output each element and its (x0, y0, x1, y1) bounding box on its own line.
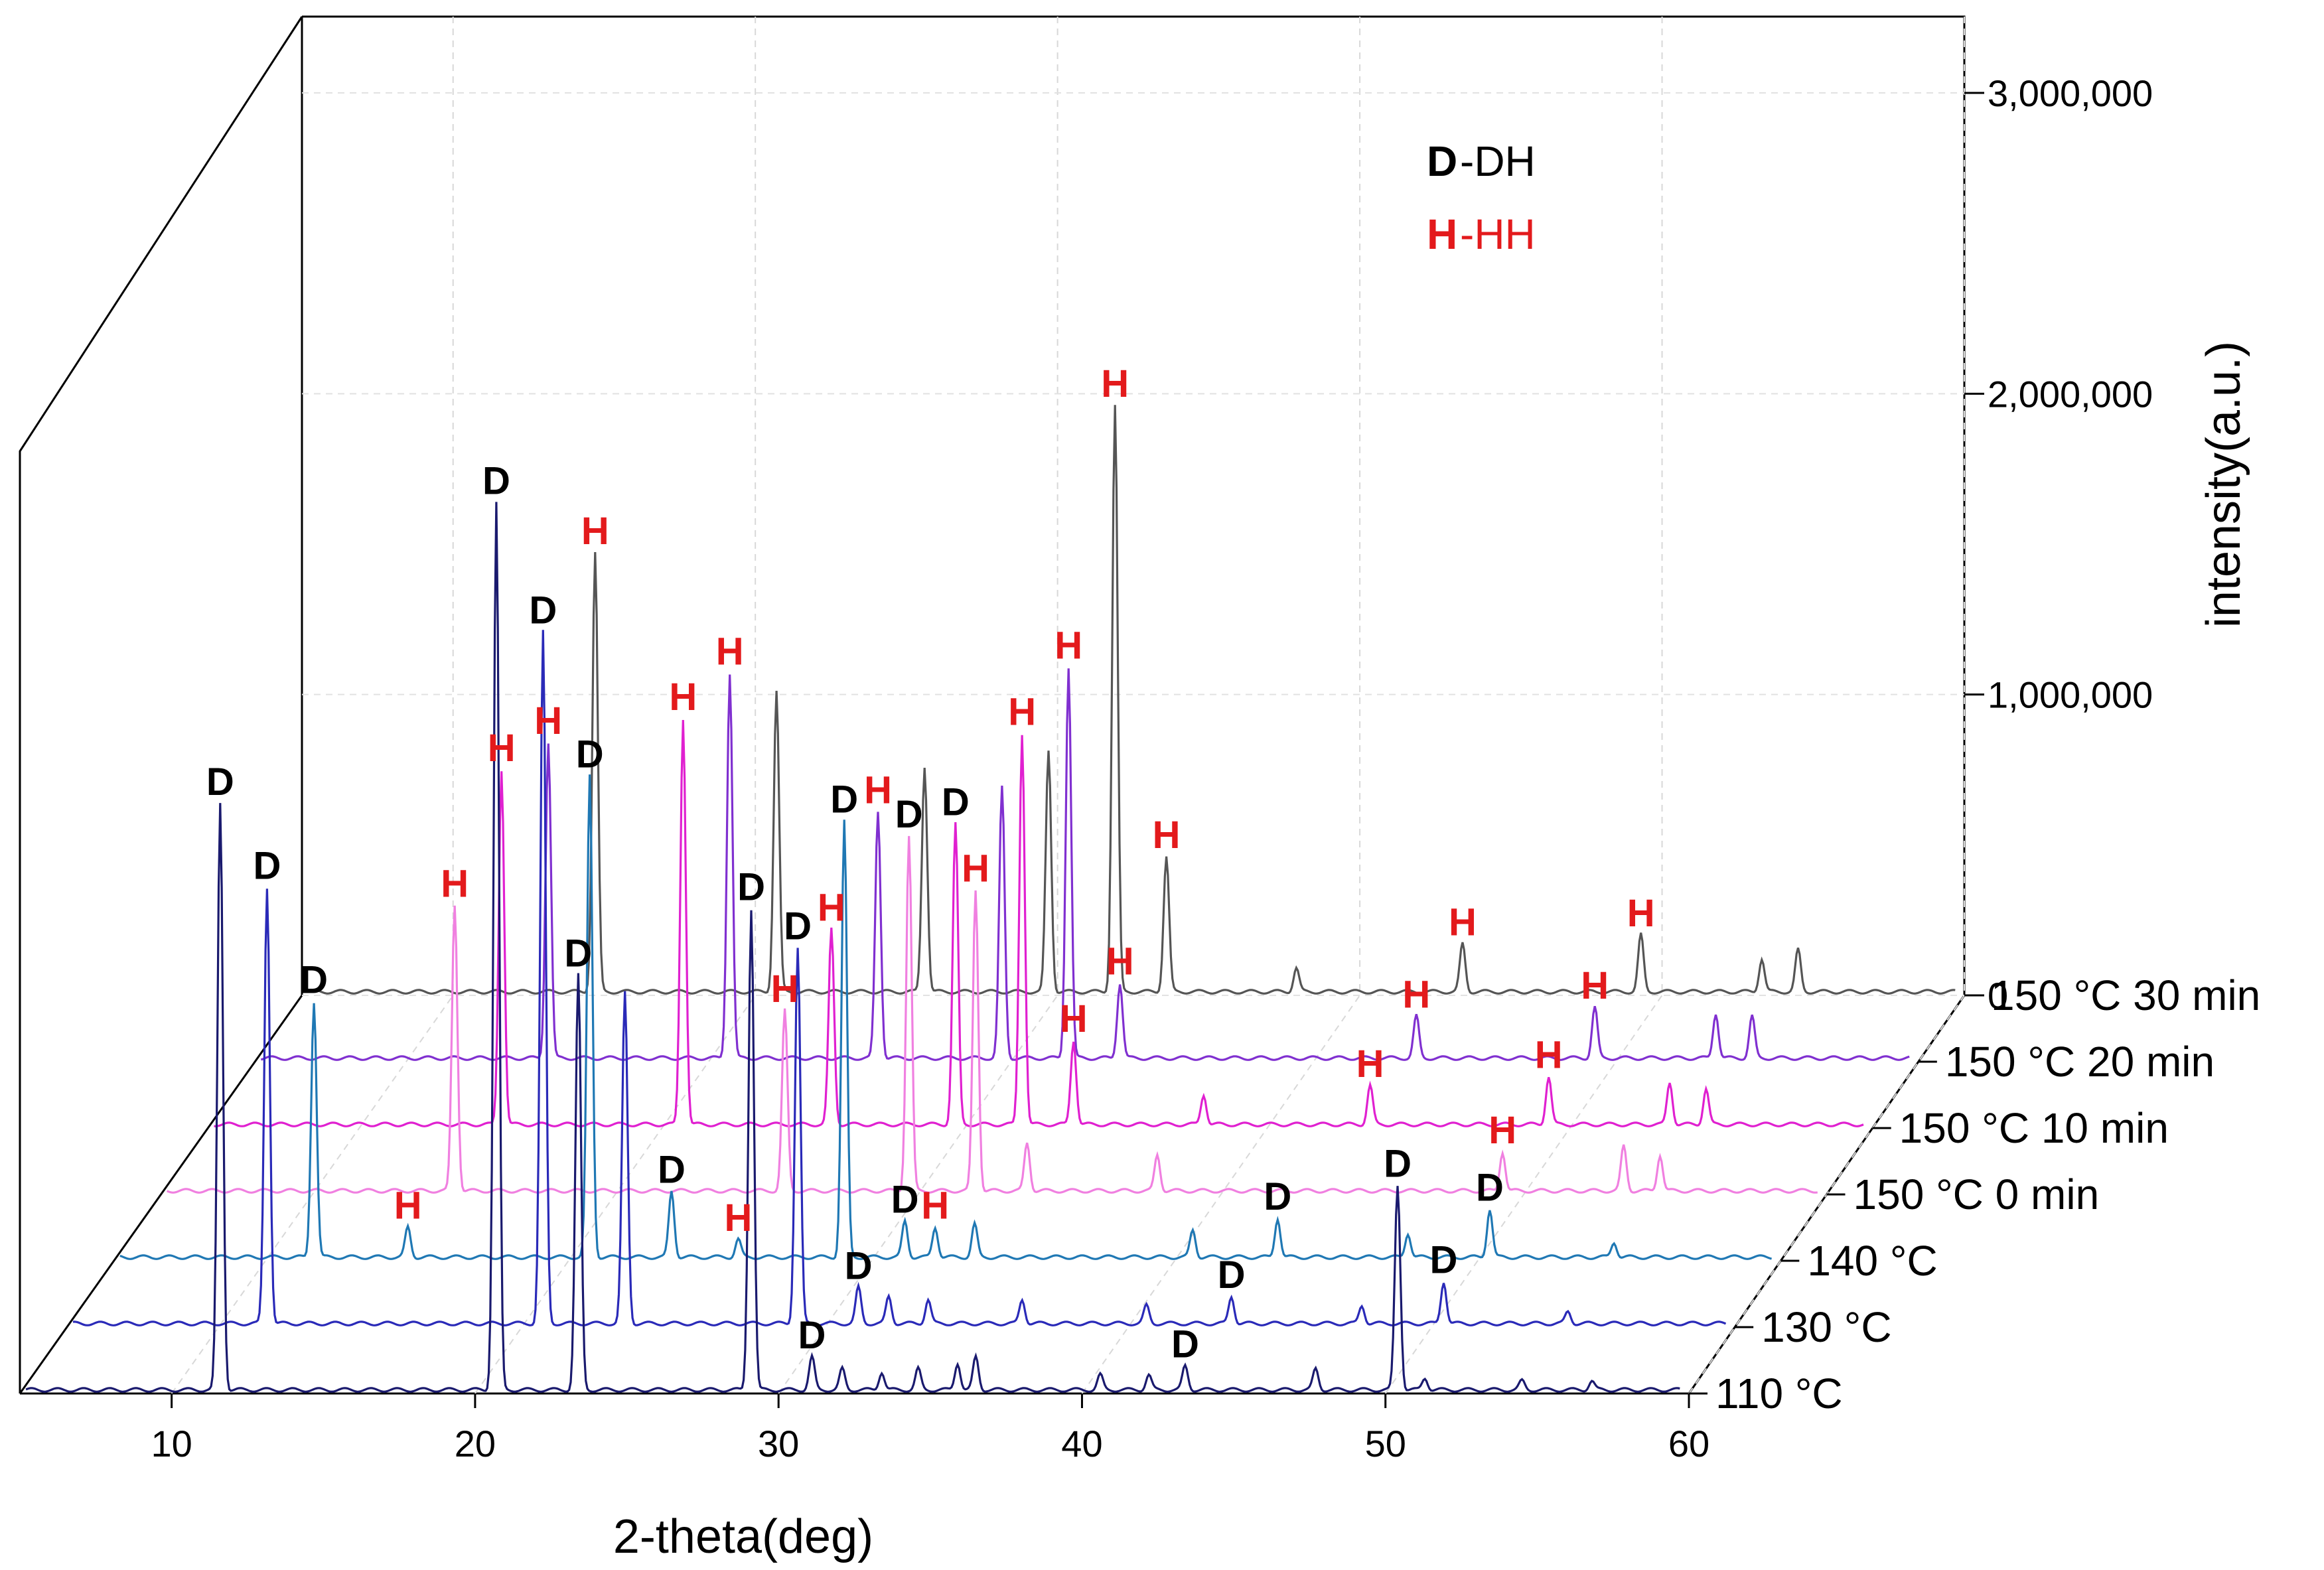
peak-label-h: H (1153, 814, 1181, 857)
peak-label-h: H (962, 847, 989, 891)
peak-label-h: H (394, 1184, 422, 1228)
peak-label-h: H (1008, 691, 1036, 734)
peak-label-d: D (891, 1178, 919, 1222)
x-tick-label: 20 (455, 1423, 496, 1464)
peak-label-d: D (845, 1245, 873, 1288)
peak-label-d: D (1171, 1323, 1199, 1366)
series-label: 110 °C (1715, 1370, 1843, 1417)
peak-label-h: H (1581, 964, 1609, 1007)
peak-label-d: D (1218, 1253, 1246, 1297)
series-line (72, 630, 1727, 1326)
axes-group: 10 20 30 40 50 60 0 1,000,000 2,000,000 3,000,000… (151, 72, 2260, 1464)
floor-grid-line-x (1081, 995, 1360, 1394)
peak-label-h: H (534, 699, 562, 743)
peak-label-d: D (564, 932, 592, 975)
series-line (167, 835, 1818, 1194)
peak-label-d: D (830, 778, 858, 821)
peak-label-h: H (1106, 940, 1134, 983)
floor-grid-line-x (1384, 995, 1663, 1394)
peak-label-d: D (253, 845, 281, 888)
peak-label-d: D (206, 760, 234, 804)
series-line (119, 774, 1773, 1260)
legend: D -DH H -HH (1427, 137, 1536, 258)
series-label: 130 °C (1761, 1303, 1891, 1351)
peak-label-h: H (864, 768, 892, 812)
x-tick-label: 40 (1061, 1423, 1102, 1464)
floor-grid-line-x (171, 995, 454, 1394)
floor-grid-line-x (474, 995, 756, 1394)
peak-label-d: D (942, 781, 970, 824)
peak-label-h: H (669, 676, 697, 719)
peak-label-d: D (1476, 1166, 1504, 1209)
z-tick-label: 3,000,000 (1988, 72, 2153, 114)
series-label: 150 °C 20 min (1945, 1038, 2215, 1086)
legend-symbol-d: D (1427, 137, 1457, 185)
peak-label-d: D (1430, 1239, 1458, 1282)
peak-label-h: H (581, 510, 609, 553)
floor-grid-line-x (778, 995, 1058, 1394)
peak-label-d: D (576, 733, 604, 776)
peak-label-h: H (441, 862, 469, 905)
peak-label-h: H (724, 1196, 752, 1240)
z-axis-title: intensity(a.u.) (2197, 341, 2250, 628)
x-tick-label: 60 (1668, 1423, 1709, 1464)
peak-label-d: D (1384, 1143, 1412, 1186)
x-axis-title: 2-theta(deg) (613, 1510, 873, 1563)
peak-label-d: D (529, 589, 557, 632)
peak-label-h: H (1627, 892, 1655, 935)
peak-label-h: H (921, 1184, 949, 1228)
x-tick-label: 10 (151, 1423, 192, 1464)
peak-label-h: H (488, 727, 516, 770)
peak-label-h: H (1449, 900, 1477, 944)
peak-label-h: H (818, 886, 845, 929)
floor-left-edge (19, 995, 303, 1394)
peak-label-d: D (482, 460, 510, 503)
series-label: 140 °C (1807, 1237, 1937, 1285)
legend-text-h: -HH (1460, 210, 1536, 258)
peak-label-d: D (895, 793, 923, 836)
z-tick-label: 1,000,000 (1988, 674, 2153, 716)
peak-label-h: H (1489, 1109, 1516, 1152)
legend-text-d: -DH (1460, 137, 1536, 185)
legend-symbol-h: H (1427, 210, 1457, 258)
peak-label-d: D (658, 1148, 686, 1191)
peak-label-h: H (1402, 973, 1430, 1017)
peak-label-h: H (1356, 1042, 1384, 1086)
peak-label-h: H (1535, 1033, 1563, 1076)
peak-label-d: D (784, 904, 812, 948)
z-tick-label: 2,000,000 (1988, 373, 2153, 415)
series-line (25, 502, 1680, 1393)
peak-label-d: D (798, 1314, 826, 1357)
peak-label-h: H (1060, 997, 1088, 1040)
series-label: 150 °C 30 min (1991, 971, 2260, 1019)
z-tick-label: 0 (1988, 975, 2008, 1017)
peak-label-h: H (771, 967, 799, 1011)
peak-label-d: D (737, 866, 765, 909)
peak-label-d: D (300, 959, 328, 1002)
series-group (25, 405, 1956, 1393)
series-line (260, 668, 1910, 1061)
series-line (214, 720, 1864, 1127)
left-wall-outline (19, 16, 303, 1393)
peak-label-d: D (1264, 1175, 1291, 1218)
x-tick-label: 50 (1365, 1423, 1406, 1464)
series-label: 150 °C 10 min (1899, 1104, 2169, 1152)
peak-label-h: H (716, 630, 744, 674)
series-label: 150 °C 0 min (1853, 1171, 2100, 1218)
peak-label-h: H (1054, 624, 1082, 668)
plot-frame (19, 15, 1966, 1395)
peak-label-h: H (1101, 362, 1129, 405)
x-tick-label: 30 (758, 1423, 799, 1464)
series-line (307, 405, 1956, 995)
